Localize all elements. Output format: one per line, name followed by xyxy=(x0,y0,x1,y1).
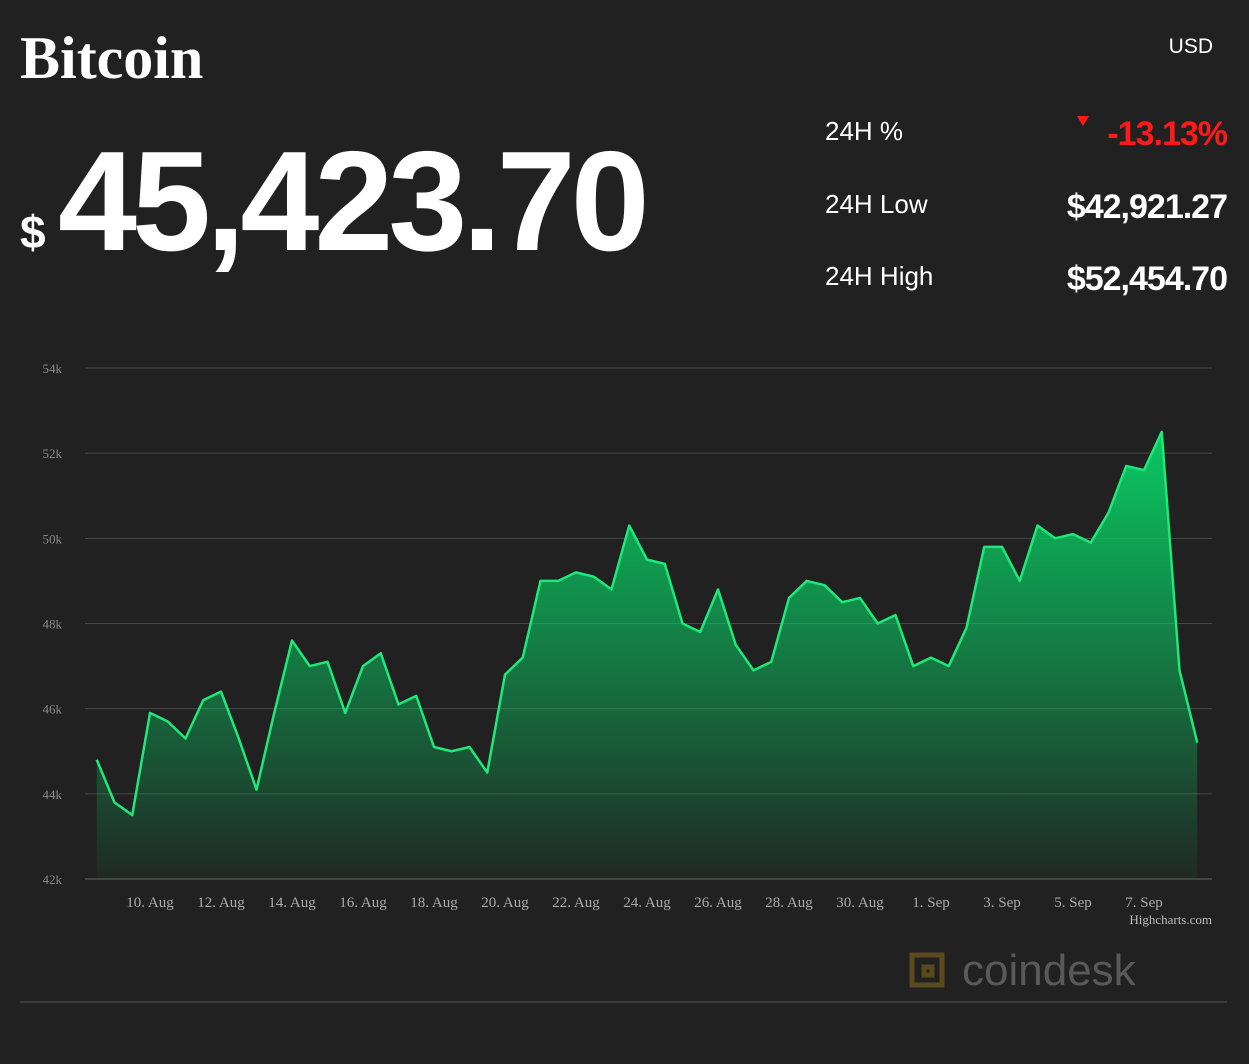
stat-value: $52,454.70 xyxy=(1067,260,1227,298)
x-tick-label: 5. Sep xyxy=(1054,895,1092,911)
x-tick-label: 28. Aug xyxy=(765,895,813,911)
x-tick-label: 1. Sep xyxy=(912,895,950,911)
currency: USD xyxy=(1169,35,1213,58)
chart: 42k 44k 46k 48k 50k 52k 54k 10. Aug 12. Aug 14. A… xyxy=(43,361,1212,911)
credit: Highcharts.com xyxy=(1129,912,1212,927)
x-tick-label: 26. Aug xyxy=(694,895,742,911)
area xyxy=(96,431,1198,879)
stat-value: $42,921.27 xyxy=(1067,188,1227,226)
title: Bitcoin xyxy=(20,25,203,91)
brand-icon xyxy=(909,952,945,988)
x-tick-label: 14. Aug xyxy=(268,895,316,911)
y-tick-label: 46k xyxy=(43,702,63,717)
stat-label: 24H High xyxy=(825,261,933,291)
y-tick-label: 54k xyxy=(43,361,63,376)
x-tick-label: 24. Aug xyxy=(623,895,671,911)
down-arrow xyxy=(1077,116,1089,126)
x-tick-label: 22. Aug xyxy=(552,895,600,911)
y-tick-label: 50k xyxy=(43,531,63,546)
x-tick-label: 12. Aug xyxy=(197,895,245,911)
currency-symbol: $ xyxy=(20,206,46,258)
y-tick-label: 48k xyxy=(43,617,63,632)
stat-label: 24H Low xyxy=(825,189,928,219)
line xyxy=(95,430,1199,817)
x-tick-label: 18. Aug xyxy=(410,895,458,911)
brand: coindesk xyxy=(962,946,1137,995)
x-tick-label: 10. Aug xyxy=(126,895,174,911)
y-tick-label: 42k xyxy=(43,872,63,887)
stat-value: -13.13% xyxy=(1107,115,1227,153)
x-tick-label: 20. Aug xyxy=(481,895,529,911)
y-tick-label: 52k xyxy=(43,446,63,461)
price: 45,423.70 xyxy=(58,122,645,281)
x-tick-label: 3. Sep xyxy=(983,895,1021,911)
x-tick-label: 16. Aug xyxy=(339,895,387,911)
y-tick-label: 44k xyxy=(43,787,63,802)
x-tick-label: 7. Sep xyxy=(1125,895,1163,911)
stat-label: 24H % xyxy=(825,116,903,146)
x-tick-label: 30. Aug xyxy=(836,895,884,911)
